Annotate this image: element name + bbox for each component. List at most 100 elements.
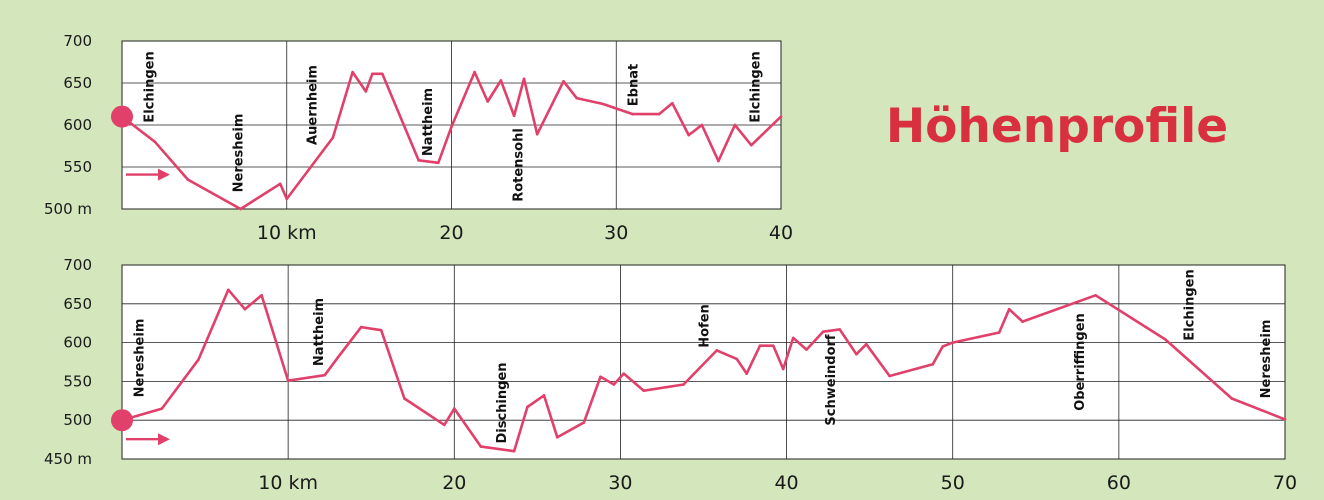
elevation-point bbox=[575, 96, 579, 100]
elevation-point bbox=[781, 367, 785, 371]
direction-arrow-head bbox=[158, 433, 170, 446]
elevation-point bbox=[642, 389, 645, 393]
x-tick-label: 50 bbox=[941, 472, 965, 494]
elevation-point bbox=[805, 348, 808, 351]
elevation-point bbox=[526, 405, 529, 409]
elevation-point bbox=[486, 100, 490, 103]
start-marker bbox=[111, 409, 133, 432]
elevation-point bbox=[631, 112, 635, 116]
place-label: Dischingen bbox=[495, 362, 510, 443]
elevation-point bbox=[622, 372, 626, 375]
y-tick-label: 600 bbox=[63, 334, 92, 352]
elevation-point bbox=[865, 342, 868, 346]
direction-arrow-head bbox=[158, 168, 170, 181]
y-tick-label: 550 bbox=[63, 158, 92, 176]
elevation-point bbox=[403, 397, 406, 400]
elevation-point bbox=[997, 331, 1001, 334]
elevation-point bbox=[941, 345, 945, 348]
x-tick-label: 30 bbox=[608, 472, 632, 494]
x-tick-label: 10 km bbox=[257, 222, 317, 244]
elevation-point bbox=[562, 80, 565, 83]
elevation-point bbox=[771, 344, 775, 348]
elevation-point bbox=[278, 182, 282, 186]
elevation-point bbox=[599, 375, 602, 379]
elevation-point bbox=[381, 72, 384, 76]
x-tick-label: 70 bbox=[1273, 472, 1297, 494]
elevation-point bbox=[186, 178, 190, 181]
elevation-point bbox=[417, 158, 420, 162]
y-tick-label: 600 bbox=[63, 116, 92, 134]
place-label: Neresheim bbox=[231, 114, 246, 193]
plot-area bbox=[122, 265, 1285, 459]
elevation-point bbox=[745, 372, 748, 375]
y-tick-label: 500 m bbox=[44, 200, 92, 218]
elevation-point bbox=[359, 325, 363, 329]
elevation-point bbox=[1007, 307, 1011, 311]
elevation-point bbox=[582, 421, 586, 424]
elevation-point bbox=[197, 358, 200, 361]
place-label: Rotensohl bbox=[511, 128, 526, 202]
x-tick-label: 20 bbox=[439, 222, 463, 244]
elevation-point bbox=[364, 90, 368, 93]
elevation-point bbox=[951, 341, 955, 344]
elevation-line bbox=[120, 288, 1287, 453]
elevation-point bbox=[331, 136, 335, 139]
elevation-point bbox=[1164, 338, 1167, 341]
place-label: Elchingen bbox=[749, 51, 764, 122]
elevation-point bbox=[160, 407, 164, 410]
x-tick-label: 30 bbox=[604, 222, 628, 244]
elevation-point bbox=[437, 161, 440, 165]
elevation-point bbox=[285, 197, 289, 201]
elevation-point bbox=[779, 115, 783, 118]
elevation-point bbox=[512, 114, 516, 118]
place-label: Oberriffingen bbox=[1073, 313, 1088, 411]
elevation-point bbox=[336, 356, 340, 359]
elevation-point bbox=[1094, 293, 1097, 297]
elevation-point bbox=[1021, 320, 1024, 323]
elevation-point bbox=[260, 293, 263, 297]
elevation-point bbox=[1283, 418, 1287, 421]
x-tick-label: 40 bbox=[769, 222, 793, 244]
elevation-point bbox=[371, 72, 374, 76]
elevation-chart-top: 500 m 550 600 650 700 10 km 20 30 40 Elchingen Ner… bbox=[44, 32, 793, 244]
elevation-point bbox=[1230, 397, 1234, 400]
elevation-point bbox=[473, 70, 476, 74]
elevation-point bbox=[687, 133, 691, 137]
y-tick-label: 650 bbox=[63, 74, 92, 92]
place-label: Auernheim bbox=[305, 65, 320, 145]
y-tick-label: 500 bbox=[63, 411, 92, 429]
elevation-point bbox=[452, 407, 456, 410]
place-label: Nattheim bbox=[312, 298, 327, 366]
start-marker bbox=[111, 105, 133, 128]
elevation-point bbox=[715, 349, 719, 352]
elevation-point bbox=[612, 383, 616, 386]
elevation-point bbox=[601, 102, 605, 106]
place-label: Elchingen bbox=[142, 51, 157, 122]
elevation-point bbox=[379, 328, 383, 332]
elevation-point bbox=[888, 374, 891, 378]
elevation-point bbox=[682, 383, 685, 386]
elevation-point bbox=[542, 394, 546, 397]
y-tick-label: 450 m bbox=[44, 450, 92, 468]
elevation-point bbox=[670, 101, 674, 105]
place-label: Neresheim bbox=[133, 319, 148, 398]
elevation-point bbox=[717, 159, 720, 163]
elevation-point bbox=[499, 79, 503, 82]
place-label: Neresheim bbox=[1259, 320, 1274, 399]
elevation-point bbox=[535, 132, 539, 136]
elevation-point bbox=[735, 357, 739, 361]
y-tick-label: 700 bbox=[63, 32, 92, 50]
x-tick-label: 20 bbox=[442, 472, 466, 494]
place-label: Hofen bbox=[698, 304, 713, 348]
elevation-point bbox=[791, 336, 795, 340]
y-tick-label: 650 bbox=[63, 295, 92, 313]
place-label: Schweindorf bbox=[824, 334, 839, 426]
elevation-point bbox=[733, 123, 737, 127]
elevation-point bbox=[555, 435, 559, 439]
plot-frame bbox=[121, 264, 1286, 460]
elevation-point bbox=[750, 143, 753, 147]
elevation-point bbox=[450, 125, 453, 128]
place-label: Elchingen bbox=[1183, 269, 1198, 340]
elevation-point bbox=[657, 112, 661, 116]
